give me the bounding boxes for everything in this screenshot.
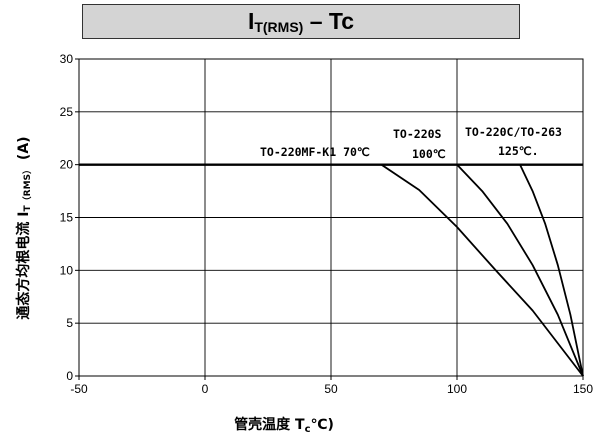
y-axis-title: 通态方均根电流 IT（RMS） (A) <box>15 136 33 319</box>
curve-label-to220s-temp: 100℃ <box>412 147 446 161</box>
series-line-2 <box>519 164 584 377</box>
series-lines <box>79 163 584 377</box>
x-axis-title: 管壳温度 Tc℃) <box>234 416 334 435</box>
series-line-0 <box>380 163 584 377</box>
axes <box>75 58 584 380</box>
x-tick-label: 150 <box>573 382 593 396</box>
y-tick-labels: 0 5 10 15 20 25 30 <box>60 52 74 383</box>
x-tick-labels: -50 0 50 100 150 <box>70 382 593 396</box>
x-tick-label: -50 <box>70 382 88 396</box>
curve-label-to220mf: TO-220MF-K1 70℃ <box>260 145 370 159</box>
chart-title-rest: – Tc <box>303 8 355 34</box>
y-tick-label: 0 <box>66 369 73 383</box>
curve-label-to220s: TO-220S <box>393 127 442 141</box>
y-tick-label: 20 <box>60 158 74 172</box>
y-tick-label: 10 <box>60 263 74 277</box>
y-tick-label: 25 <box>60 105 74 119</box>
grid-lines <box>79 59 583 376</box>
chart-title-box: IT(RMS) – Tc <box>82 4 520 39</box>
x-tick-label: 100 <box>447 382 467 396</box>
chart-title-sub: T(RMS) <box>254 19 304 35</box>
chart-title: IT(RMS) – Tc <box>248 8 354 35</box>
chart-title-main: I <box>247 8 255 34</box>
y-tick-label: 15 <box>60 211 74 225</box>
curve-label-to220c: TO-220C/TO-263 <box>465 125 562 139</box>
series-line-1 <box>456 164 584 377</box>
y-tick-label: 5 <box>66 316 73 330</box>
x-tick-label: 50 <box>324 382 338 396</box>
curve-label-to220c-temp: 125℃. <box>498 144 539 158</box>
y-tick-label: 30 <box>60 52 74 66</box>
curve-labels: TO-220MF-K1 70℃ TO-220S 100℃ TO-220C/TO-… <box>260 125 562 161</box>
x-tick-label: 0 <box>202 382 209 396</box>
